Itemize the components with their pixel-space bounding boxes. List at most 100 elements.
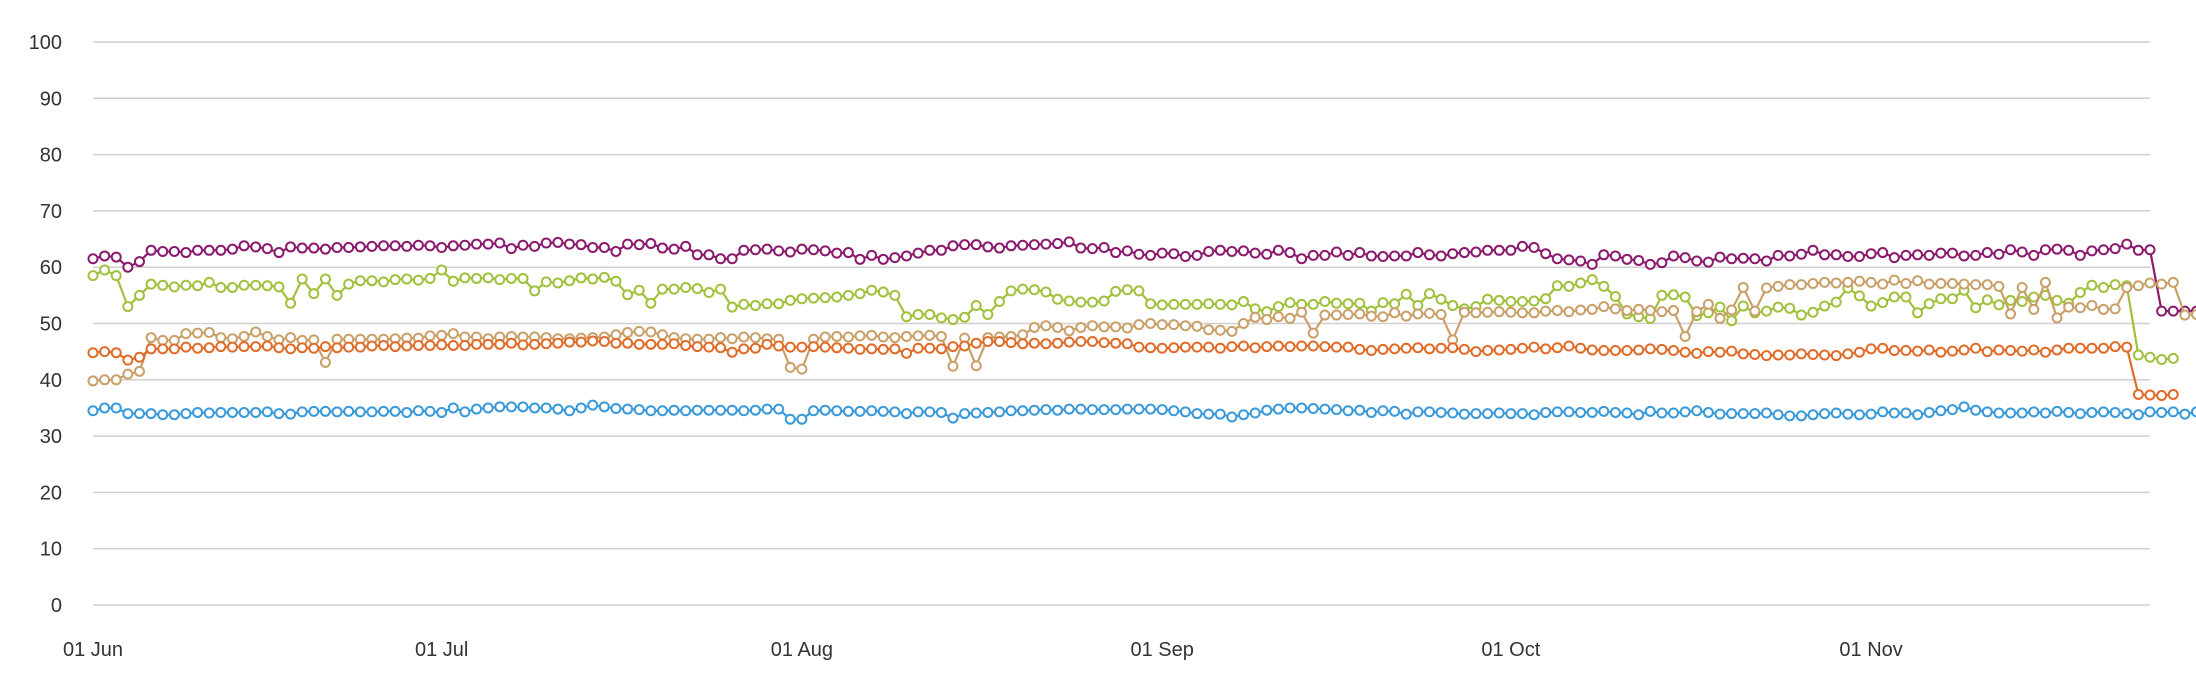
data-point xyxy=(1239,342,1248,351)
data-point xyxy=(1832,298,1841,307)
data-point xyxy=(704,288,713,297)
data-point xyxy=(2087,301,2096,310)
data-point xyxy=(1576,305,1585,314)
data-point xyxy=(2018,283,2027,292)
data-point xyxy=(1646,344,1655,353)
data-point xyxy=(739,406,748,415)
data-point xyxy=(1297,254,1306,263)
data-point xyxy=(181,281,190,290)
data-point xyxy=(1390,251,1399,260)
data-point xyxy=(972,240,981,249)
data-point xyxy=(867,286,876,295)
data-point xyxy=(123,370,132,379)
data-point xyxy=(379,407,388,416)
data-point xyxy=(100,375,109,384)
data-point xyxy=(507,339,516,348)
data-point xyxy=(832,343,841,352)
data-point xyxy=(925,310,934,319)
data-point xyxy=(1599,302,1608,311)
data-point xyxy=(1251,313,1260,322)
data-point xyxy=(507,244,516,253)
data-point xyxy=(832,249,841,258)
data-point xyxy=(147,280,156,289)
data-point xyxy=(89,348,98,357)
data-point xyxy=(1495,409,1504,418)
data-point xyxy=(1692,349,1701,358)
data-point xyxy=(856,407,865,416)
data-point xyxy=(240,281,249,290)
data-point xyxy=(1669,346,1678,355)
data-point xyxy=(1367,251,1376,260)
data-point xyxy=(356,407,365,416)
data-point xyxy=(658,330,667,339)
data-point xyxy=(1832,409,1841,418)
data-point xyxy=(1169,249,1178,258)
data-point xyxy=(879,333,888,342)
data-point xyxy=(1437,251,1446,260)
data-point xyxy=(274,282,283,291)
data-point xyxy=(495,402,504,411)
data-point xyxy=(1483,409,1492,418)
data-point xyxy=(1076,244,1085,253)
data-point xyxy=(495,275,504,284)
data-point xyxy=(1901,409,1910,418)
data-point xyxy=(809,342,818,351)
data-point xyxy=(2157,408,2166,417)
data-point xyxy=(1669,251,1678,260)
data-point xyxy=(960,409,969,418)
data-point xyxy=(914,249,923,258)
data-point xyxy=(507,402,516,411)
data-point xyxy=(1227,247,1236,256)
data-point xyxy=(1588,260,1597,269)
data-point xyxy=(739,333,748,342)
data-point xyxy=(914,310,923,319)
data-point xyxy=(402,342,411,351)
data-point xyxy=(321,358,330,367)
data-point xyxy=(1262,315,1271,324)
data-point xyxy=(1274,246,1283,255)
data-point xyxy=(1378,312,1387,321)
data-point xyxy=(1797,250,1806,259)
data-point xyxy=(286,410,295,419)
data-point xyxy=(1867,344,1876,353)
data-point xyxy=(437,340,446,349)
data-point xyxy=(240,342,249,351)
data-point xyxy=(1983,295,1992,304)
data-point xyxy=(1065,338,1074,347)
data-point xyxy=(2169,407,2178,416)
data-point xyxy=(1088,244,1097,253)
data-point xyxy=(1727,316,1736,325)
data-point xyxy=(1832,351,1841,360)
y-tick-label: 10 xyxy=(40,539,62,561)
data-point xyxy=(263,281,272,290)
data-point xyxy=(565,338,574,347)
data-point xyxy=(2122,240,2131,249)
data-point xyxy=(1169,300,1178,309)
data-point xyxy=(1274,312,1283,321)
data-point xyxy=(1716,314,1725,323)
data-point xyxy=(449,241,458,250)
data-point xyxy=(251,342,260,351)
data-point xyxy=(1030,285,1039,294)
data-point xyxy=(1564,407,1573,416)
data-point xyxy=(1599,346,1608,355)
data-point xyxy=(1936,348,1945,357)
data-point xyxy=(1320,297,1329,306)
data-point xyxy=(2006,409,2015,418)
data-point xyxy=(1320,251,1329,260)
data-point xyxy=(577,338,586,347)
data-point xyxy=(704,343,713,352)
data-point xyxy=(1332,311,1341,320)
data-point xyxy=(1774,351,1783,360)
data-point xyxy=(2087,281,2096,290)
data-point xyxy=(2169,278,2178,287)
data-point xyxy=(1274,405,1283,414)
data-point xyxy=(797,343,806,352)
data-point xyxy=(2076,288,2085,297)
data-point xyxy=(1878,344,1887,353)
data-point xyxy=(193,281,202,290)
data-point xyxy=(507,274,516,283)
data-point xyxy=(914,407,923,416)
data-point xyxy=(1843,349,1852,358)
data-point xyxy=(460,273,469,282)
